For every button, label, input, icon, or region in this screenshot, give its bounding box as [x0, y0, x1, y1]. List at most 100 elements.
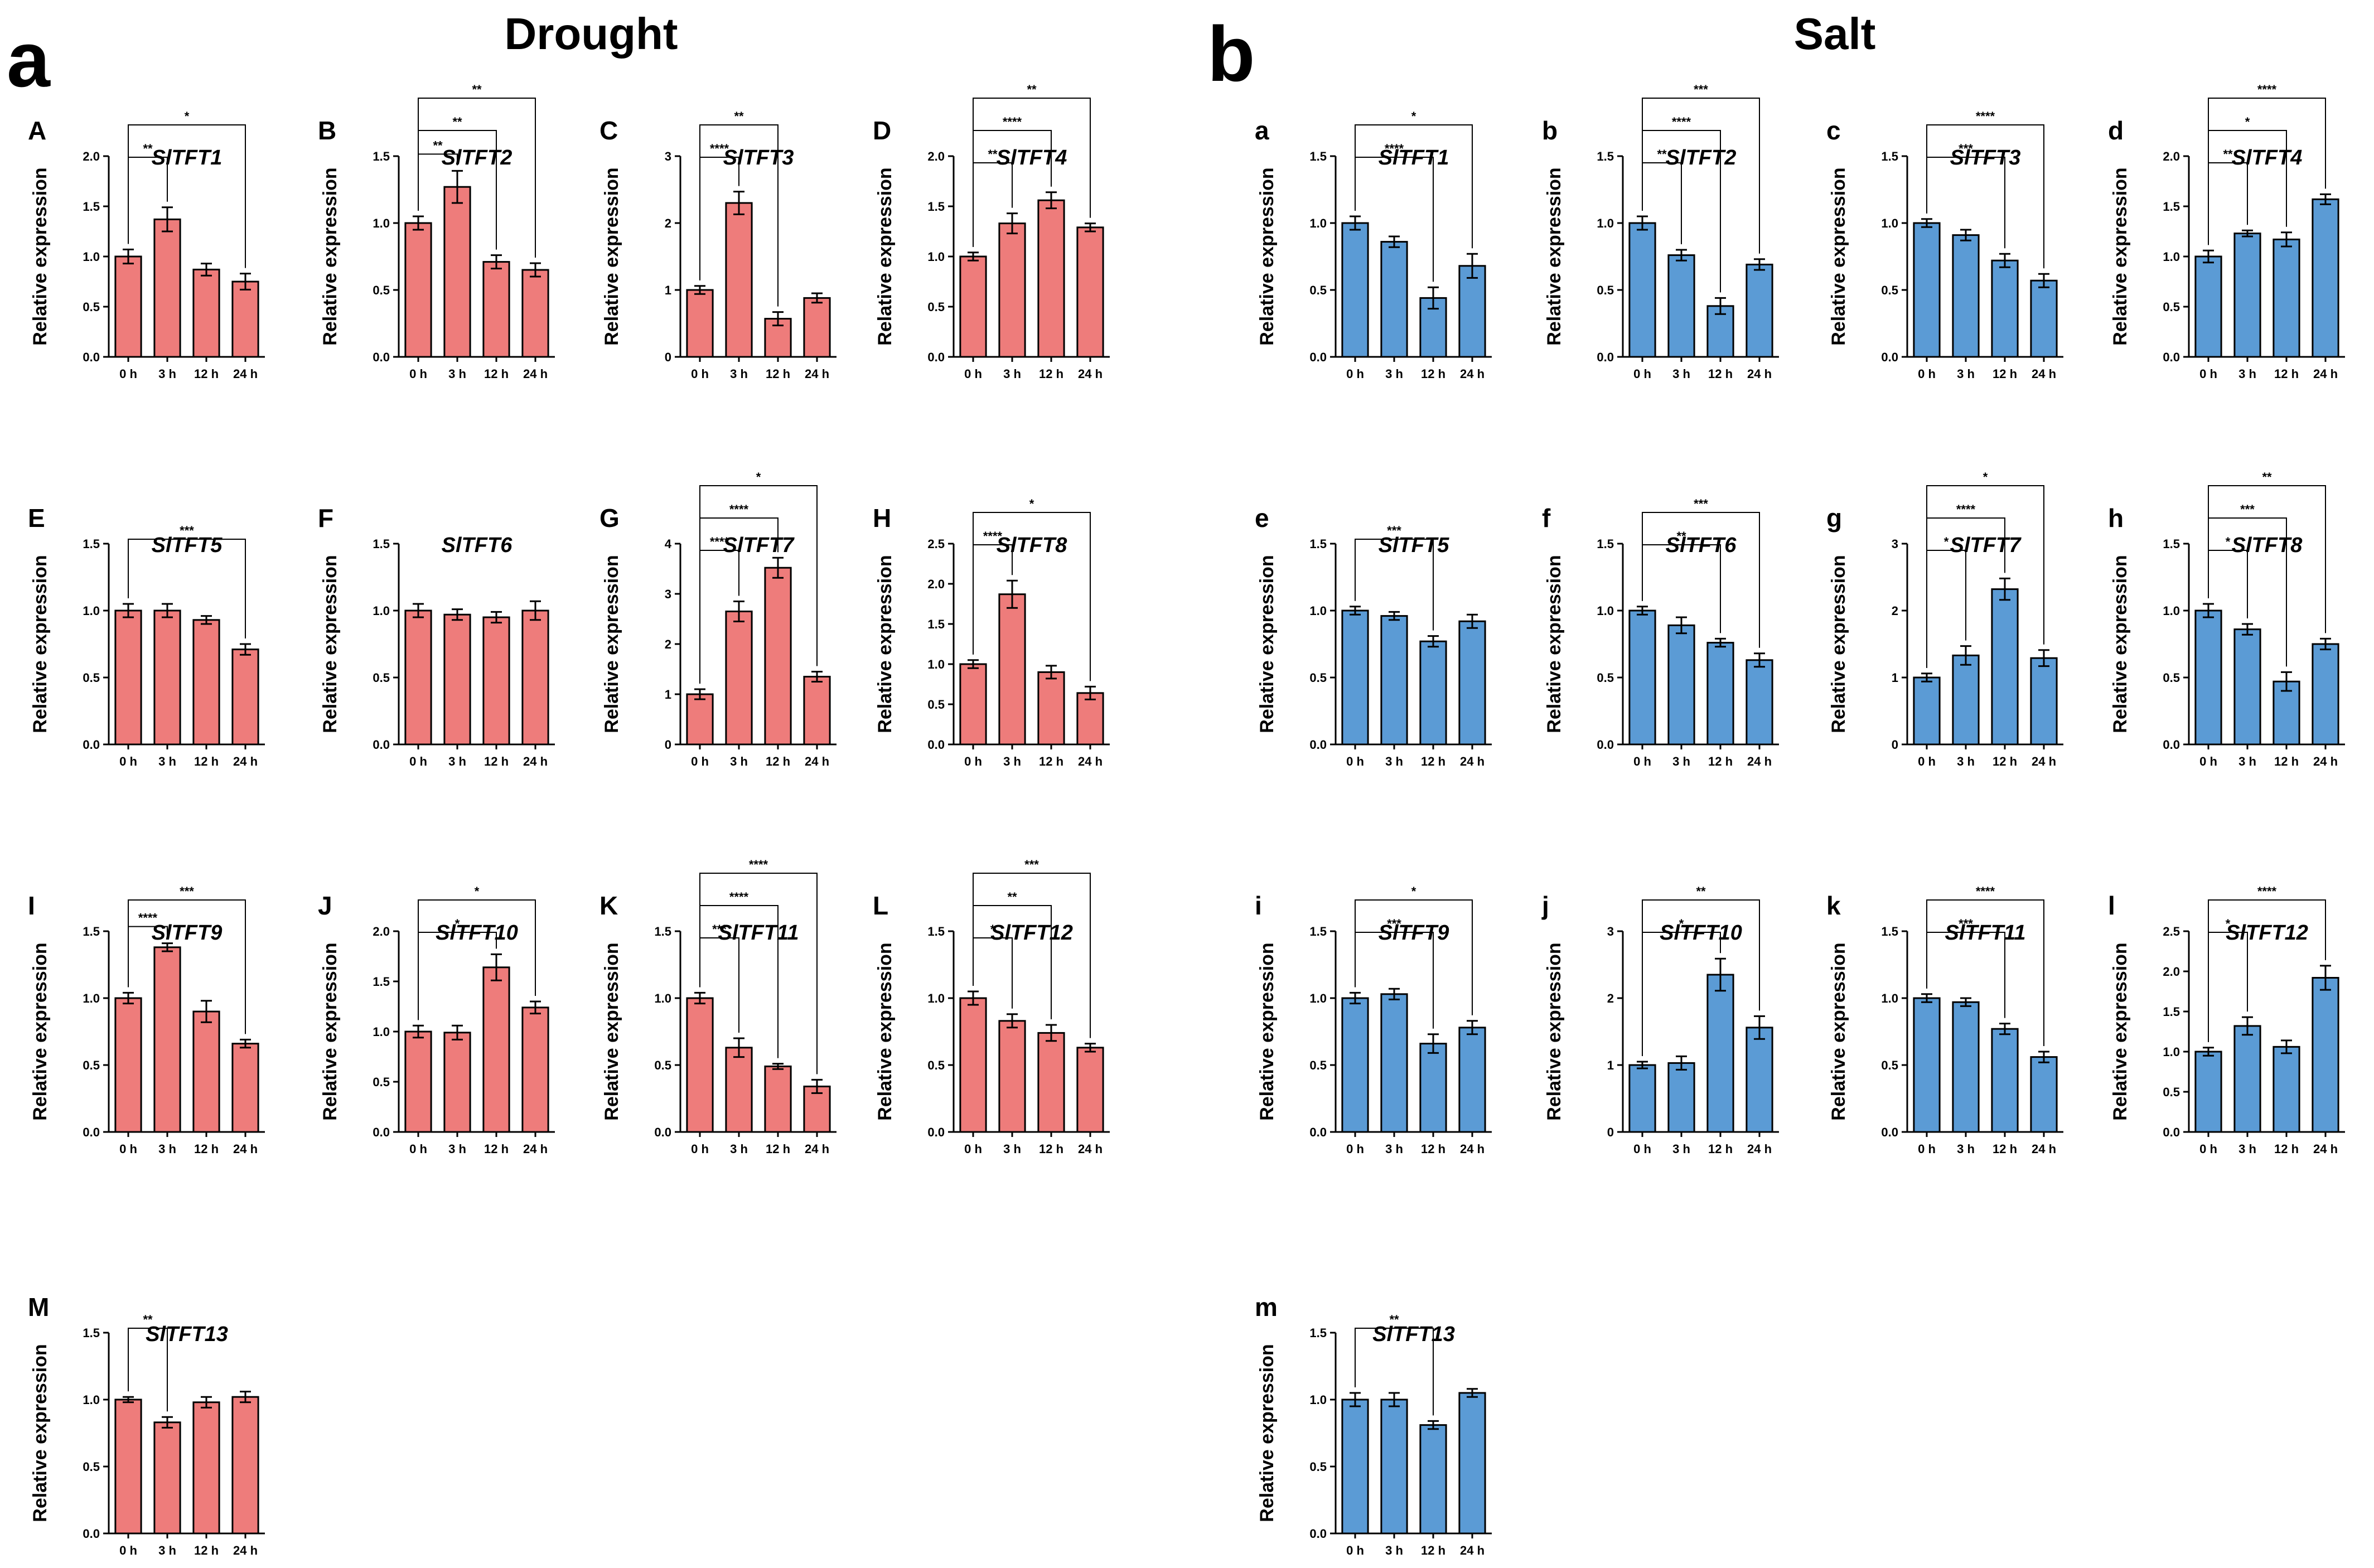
y-axis-label: Relative expression	[320, 167, 341, 345]
significance-bracket	[699, 873, 818, 1075]
y-tick-label: 1.0	[1309, 1393, 1327, 1407]
y-tick-label: 0.5	[927, 698, 945, 712]
significance-label: ****	[729, 502, 749, 516]
x-tick-label: 12 h	[1708, 754, 1733, 768]
y-tick-label: 2.5	[2163, 925, 2180, 938]
gene-title: SlTFT4	[2232, 146, 2303, 170]
y-tick-label: 0.0	[373, 350, 390, 364]
y-tick-label: 1	[1892, 671, 1898, 685]
significance-bracket	[1355, 1328, 1434, 1416]
y-tick-label: 1	[1607, 1058, 1614, 1072]
y-tick-label: 1.5	[654, 925, 671, 938]
x-tick-label: 3 h	[730, 367, 748, 381]
x-tick-label: 0 h	[1918, 1142, 1936, 1156]
bar	[192, 619, 220, 746]
bar	[1991, 1028, 2019, 1133]
panel-letter: b	[1542, 116, 1558, 145]
significance-label: ****	[983, 529, 1003, 543]
gene-title: SlTFT13	[1372, 1323, 1455, 1346]
gene-title: SlTFT2	[442, 146, 512, 170]
x-tick-label: 0 h	[691, 1142, 709, 1156]
significance-label: **	[2262, 470, 2272, 484]
y-tick-label: 0.0	[373, 738, 390, 752]
bar	[2194, 1051, 2222, 1133]
x-tick-label: 3 h	[1003, 367, 1021, 381]
significance-bracket	[128, 124, 246, 268]
x-tick-label: 3 h	[2238, 754, 2256, 768]
x-tick-label: 24 h	[2032, 1142, 2056, 1156]
bar	[1341, 609, 1369, 746]
y-tick-label: 1.0	[927, 991, 945, 1005]
y-tick-label: 4	[665, 537, 672, 551]
significance-label: *	[756, 470, 761, 484]
y-tick-label: 0.0	[1881, 350, 1898, 364]
significance-label: **	[988, 147, 998, 161]
bar	[1341, 1398, 1369, 1535]
significance-label: *	[2226, 535, 2231, 549]
x-tick-label: 12 h	[1708, 367, 1733, 381]
bar	[959, 997, 987, 1133]
bar	[1628, 609, 1656, 746]
x-tick-label: 3 h	[1957, 1142, 1975, 1156]
bar	[1419, 640, 1447, 746]
significance-label: **	[433, 138, 443, 152]
x-tick-label: 24 h	[1078, 1142, 1103, 1156]
gene-title: SlTFT8	[2232, 534, 2303, 557]
bar	[1419, 1043, 1447, 1133]
y-tick-label: 1.0	[83, 604, 100, 618]
y-axis-label: Relative expression	[1256, 167, 1278, 345]
y-tick-label: 1.0	[373, 1025, 390, 1039]
gene-title: SlTFT2	[1666, 146, 1737, 170]
y-axis-label: Relative expression	[874, 942, 896, 1120]
significance-bracket	[1355, 539, 1434, 631]
panel-B: B SlTFT2 Relative expression 0.0 0.5 1.0 1.5 0 …	[318, 83, 555, 381]
x-tick-label: 24 h	[805, 754, 829, 768]
bar	[2273, 1046, 2300, 1133]
y-tick-label: 0.0	[1309, 738, 1327, 752]
panel-F: F SlTFT6 Relative expression 0.0 0.5 1.0 1.5 0 …	[318, 504, 555, 768]
bar	[1991, 259, 2019, 358]
x-tick-label: 0 h	[409, 754, 427, 768]
gene-title: SlTFT7	[723, 534, 795, 557]
significance-bracket	[128, 1328, 168, 1412]
panel-letter: k	[1826, 891, 1841, 920]
y-tick-label: 1.0	[1597, 604, 1614, 618]
y-tick-label: 1.0	[654, 991, 671, 1005]
significance-label: **	[1676, 529, 1686, 543]
panel-D: D SlTFT4 Relative expression 0.0 0.5 1.0 1.5 2.…	[873, 83, 1110, 381]
bar	[1380, 615, 1408, 746]
panel-letter: h	[2108, 504, 2124, 533]
y-tick-label: 2.0	[373, 925, 390, 938]
x-tick-label: 0 h	[691, 754, 709, 768]
x-tick-label: 24 h	[233, 754, 258, 768]
y-tick-label: 1.0	[1881, 991, 1898, 1005]
x-tick-label: 24 h	[2032, 367, 2056, 381]
bar	[2233, 1025, 2261, 1133]
bar	[1667, 624, 1695, 746]
bar	[1037, 671, 1065, 746]
panel-letter: d	[2108, 116, 2124, 145]
y-tick-label: 1.5	[1881, 149, 1898, 163]
bar	[114, 255, 142, 358]
y-tick-label: 0.5	[83, 1058, 100, 1072]
significance-bracket	[2208, 485, 2326, 633]
significance-bracket	[2208, 550, 2248, 618]
x-tick-label: 12 h	[194, 1543, 219, 1557]
x-tick-label: 24 h	[1460, 1142, 1485, 1156]
significance-bracket	[1642, 899, 1760, 1056]
y-tick-label: 2.0	[927, 577, 945, 591]
x-tick-label: 24 h	[2313, 367, 2338, 381]
x-tick-label: 0 h	[964, 1142, 982, 1156]
panel-e: e SlTFT5 Relative expression 0.0 0.5 1.0 1.5 0 …	[1255, 504, 1492, 768]
y-tick-label: 2.0	[2163, 149, 2180, 163]
y-tick-label: 2	[1892, 604, 1898, 618]
bar	[803, 297, 831, 358]
x-tick-label: 12 h	[1039, 1142, 1063, 1156]
y-tick-label: 0.0	[83, 1125, 100, 1139]
panel-letter: e	[1255, 504, 1269, 533]
x-tick-label: 24 h	[1460, 1543, 1485, 1557]
